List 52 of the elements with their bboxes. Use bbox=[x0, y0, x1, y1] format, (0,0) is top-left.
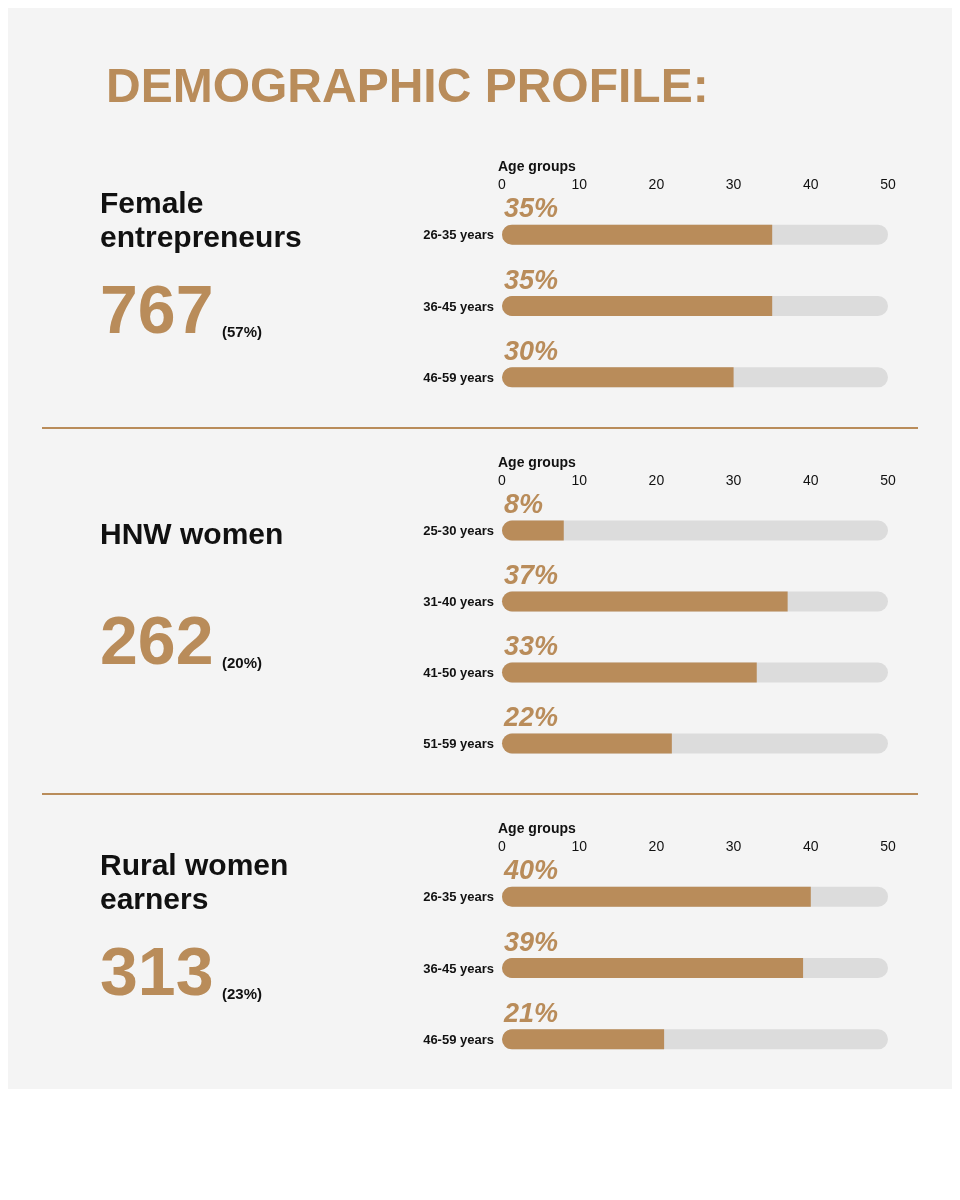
x-tick-label: 20 bbox=[648, 838, 665, 854]
text: DEMOGRAPHIC PROFILE: bbox=[105, 58, 710, 114]
data-label: 33% bbox=[504, 631, 559, 661]
bar bbox=[502, 520, 564, 541]
text: 262 bbox=[100, 602, 214, 678]
x-tick-label: 50 bbox=[880, 176, 896, 192]
x-tick-label: 0 bbox=[498, 472, 507, 488]
x-tick-label: 20 bbox=[648, 176, 665, 192]
data-label: 37% bbox=[504, 560, 559, 590]
data-label: 35% bbox=[504, 193, 559, 224]
x-tick-label: 10 bbox=[571, 176, 588, 192]
data-label: 39% bbox=[504, 926, 559, 957]
x-tick-label: 50 bbox=[880, 472, 896, 488]
x-axis-title: Age groups bbox=[498, 454, 576, 470]
x-tick-label: 0 bbox=[498, 176, 507, 192]
y-tick-label: 51-59 years bbox=[423, 736, 494, 751]
x-tick-label: 30 bbox=[725, 838, 742, 854]
y-tick-label: 46-59 years bbox=[423, 369, 494, 385]
y-tick-label: 31-40 years bbox=[423, 594, 494, 609]
y-tick-label: 25-30 years bbox=[423, 523, 494, 538]
data-label: 40% bbox=[503, 855, 559, 886]
y-tick-label: 36-45 years bbox=[423, 298, 494, 314]
text: (20%) bbox=[222, 654, 263, 671]
data-label: 8% bbox=[504, 489, 544, 519]
x-tick-label: 10 bbox=[571, 838, 588, 854]
text: (57%) bbox=[222, 323, 263, 340]
x-tick-label: 20 bbox=[648, 472, 665, 488]
x-tick-label: 40 bbox=[803, 838, 819, 854]
x-axis-title: Age groups bbox=[498, 820, 576, 836]
y-tick-label: 26-35 years bbox=[423, 889, 494, 905]
text: 313 bbox=[100, 933, 214, 1009]
x-tick-label: 40 bbox=[803, 472, 819, 488]
y-tick-label: 36-45 years bbox=[423, 960, 494, 976]
x-tick-label: 30 bbox=[725, 176, 742, 192]
text: HNW women bbox=[100, 516, 284, 550]
x-axis-title: Age groups bbox=[498, 158, 576, 174]
x-tick-label: 30 bbox=[725, 472, 742, 488]
data-label: 30% bbox=[504, 335, 559, 366]
data-label: 21% bbox=[503, 997, 559, 1028]
x-tick-label: 50 bbox=[880, 838, 896, 854]
text: Female entrepreneurs bbox=[100, 185, 302, 253]
data-label: 22% bbox=[503, 702, 559, 732]
y-tick-label: 26-35 years bbox=[423, 227, 494, 243]
text: Rural women earners bbox=[100, 847, 297, 915]
x-tick-label: 40 bbox=[803, 176, 819, 192]
x-tick-label: 0 bbox=[498, 838, 507, 854]
x-tick-label: 10 bbox=[571, 472, 588, 488]
text: (23%) bbox=[222, 985, 263, 1002]
text: 767 bbox=[100, 271, 214, 347]
y-tick-label: 46-59 years bbox=[423, 1031, 494, 1047]
y-tick-label: 41-50 years bbox=[423, 665, 494, 680]
data-label: 35% bbox=[504, 264, 559, 295]
